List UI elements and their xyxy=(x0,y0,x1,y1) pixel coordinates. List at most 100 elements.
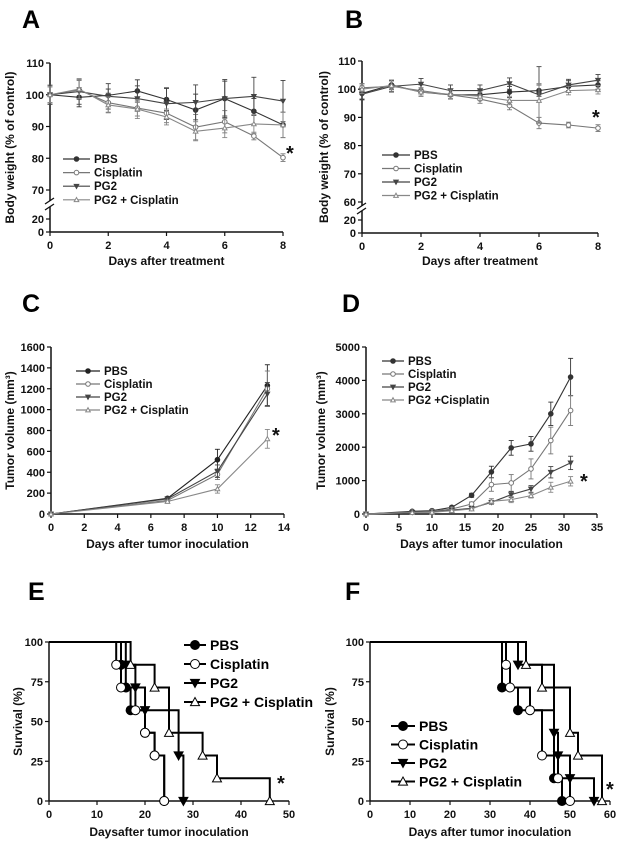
legend-label: PBS xyxy=(419,718,448,734)
x-tick-label: 60 xyxy=(604,809,616,821)
legend-marker xyxy=(189,696,201,707)
data-point xyxy=(513,705,523,716)
data-point xyxy=(388,82,395,88)
y-tick-label: 2000 xyxy=(336,442,360,454)
y-tick-label: 80 xyxy=(32,153,44,165)
data-point xyxy=(417,81,425,88)
data-point xyxy=(528,441,534,447)
legend-label: PBS xyxy=(94,154,118,166)
data-point xyxy=(595,125,601,131)
y-tick-label: 25 xyxy=(31,756,43,768)
x-axis-label: Days after tumor inoculation xyxy=(400,537,563,551)
data-point xyxy=(476,88,484,94)
x-axis-label: Days after treatment xyxy=(108,254,224,268)
data-point xyxy=(468,505,475,512)
legend-label: PG2 + Cisplatin xyxy=(94,195,179,207)
y-tick-label: 0 xyxy=(38,227,44,239)
data-point xyxy=(279,98,287,105)
legend-marker xyxy=(397,775,409,786)
legend-marker xyxy=(84,406,92,413)
data-point xyxy=(594,77,602,84)
y-tick-label: 0 xyxy=(354,509,360,521)
y-tick-label: 75 xyxy=(31,677,43,689)
data-point xyxy=(447,90,454,97)
x-tick-label: 30 xyxy=(558,522,570,534)
significance-asterisk: * xyxy=(272,425,280,447)
chart-panel-e: E 0 25 50 75 100 0 10 20 30 40 50 Daysafter tumor in… xyxy=(11,578,313,839)
data-point xyxy=(279,121,287,128)
data-point xyxy=(527,492,535,498)
data-point xyxy=(476,92,484,99)
data-point xyxy=(508,496,515,502)
series-pg2-cisplatin xyxy=(49,641,276,806)
x-tick-label: 40 xyxy=(235,809,247,821)
x-tick-label: 20 xyxy=(492,522,504,534)
data-point xyxy=(468,492,475,499)
data-point xyxy=(565,82,572,89)
x-tick-label: 4 xyxy=(115,522,122,534)
data-point xyxy=(130,705,141,716)
chart-panel-d: D 0 1000 2000 3000 4000 5000 0 5 10 15 20 25 30 35 Days… xyxy=(314,290,603,551)
data-point xyxy=(508,492,515,498)
y-tick-label: 20 xyxy=(344,215,356,227)
axis-break-mark xyxy=(44,197,55,205)
series-pg2-cisplatin xyxy=(47,429,271,517)
series-cisplatin xyxy=(370,641,575,806)
data-point xyxy=(417,88,425,95)
panel-label: D xyxy=(342,290,360,318)
series-pg2-cisplatin xyxy=(362,476,574,517)
survival-step-line xyxy=(49,641,166,801)
x-tick-label: 2 xyxy=(105,240,111,252)
series-pbs xyxy=(363,357,574,517)
data-point xyxy=(264,435,271,442)
data-point xyxy=(508,445,515,451)
axis-break-mark xyxy=(44,203,55,211)
x-tick-label: 30 xyxy=(484,809,496,821)
series-line xyxy=(50,393,268,515)
data-point xyxy=(280,154,286,161)
data-point xyxy=(214,468,221,475)
x-tick-label: 5 xyxy=(396,522,402,534)
legend-marker xyxy=(392,192,400,198)
data-point xyxy=(506,81,513,87)
legend-marker xyxy=(398,721,408,731)
x-axis-label: Days after tumor inoculation xyxy=(409,825,572,839)
y-tick-label: 25 xyxy=(352,756,364,768)
y-tick-label: 800 xyxy=(27,426,45,438)
data-point xyxy=(130,683,141,694)
legend-label: Cisplatin xyxy=(210,656,269,672)
series-pg2-cisplatin xyxy=(46,79,287,142)
data-point xyxy=(567,407,574,414)
survival-step-line xyxy=(370,641,603,801)
data-point xyxy=(362,510,370,517)
legend-label: PBS xyxy=(408,356,432,368)
y-tick-label: 0 xyxy=(350,228,356,240)
x-tick-label: 0 xyxy=(46,809,52,821)
data-point xyxy=(428,509,436,515)
data-point xyxy=(468,501,475,507)
chart-panel-c: C 0 200 400 600 800 1000 1200 1400 1600 0 2 4 6 8 10 12 1… xyxy=(3,290,291,551)
legend-marker xyxy=(390,371,396,377)
data-point xyxy=(512,660,524,671)
y-tick-label: 1000 xyxy=(21,405,45,417)
legend-label: Cisplatin xyxy=(104,379,153,391)
legend-marker xyxy=(85,381,91,387)
data-point xyxy=(264,795,276,806)
data-point xyxy=(221,124,228,131)
series-pg2-cisplatin xyxy=(358,79,602,118)
y-tick-label: 0 xyxy=(39,509,45,521)
series-line xyxy=(365,376,572,515)
data-point xyxy=(564,774,576,784)
legend-label: PG2 xyxy=(210,675,238,691)
data-point xyxy=(501,659,511,670)
x-tick-label: 6 xyxy=(222,240,228,252)
data-point xyxy=(525,705,535,716)
x-tick-label: 20 xyxy=(139,809,151,821)
data-point xyxy=(163,727,175,737)
axis-break-mark xyxy=(356,207,367,215)
legend-label: PBS xyxy=(210,637,239,653)
series-line xyxy=(50,438,268,515)
data-point xyxy=(178,796,189,807)
legend-label: Cisplatin xyxy=(408,369,457,381)
